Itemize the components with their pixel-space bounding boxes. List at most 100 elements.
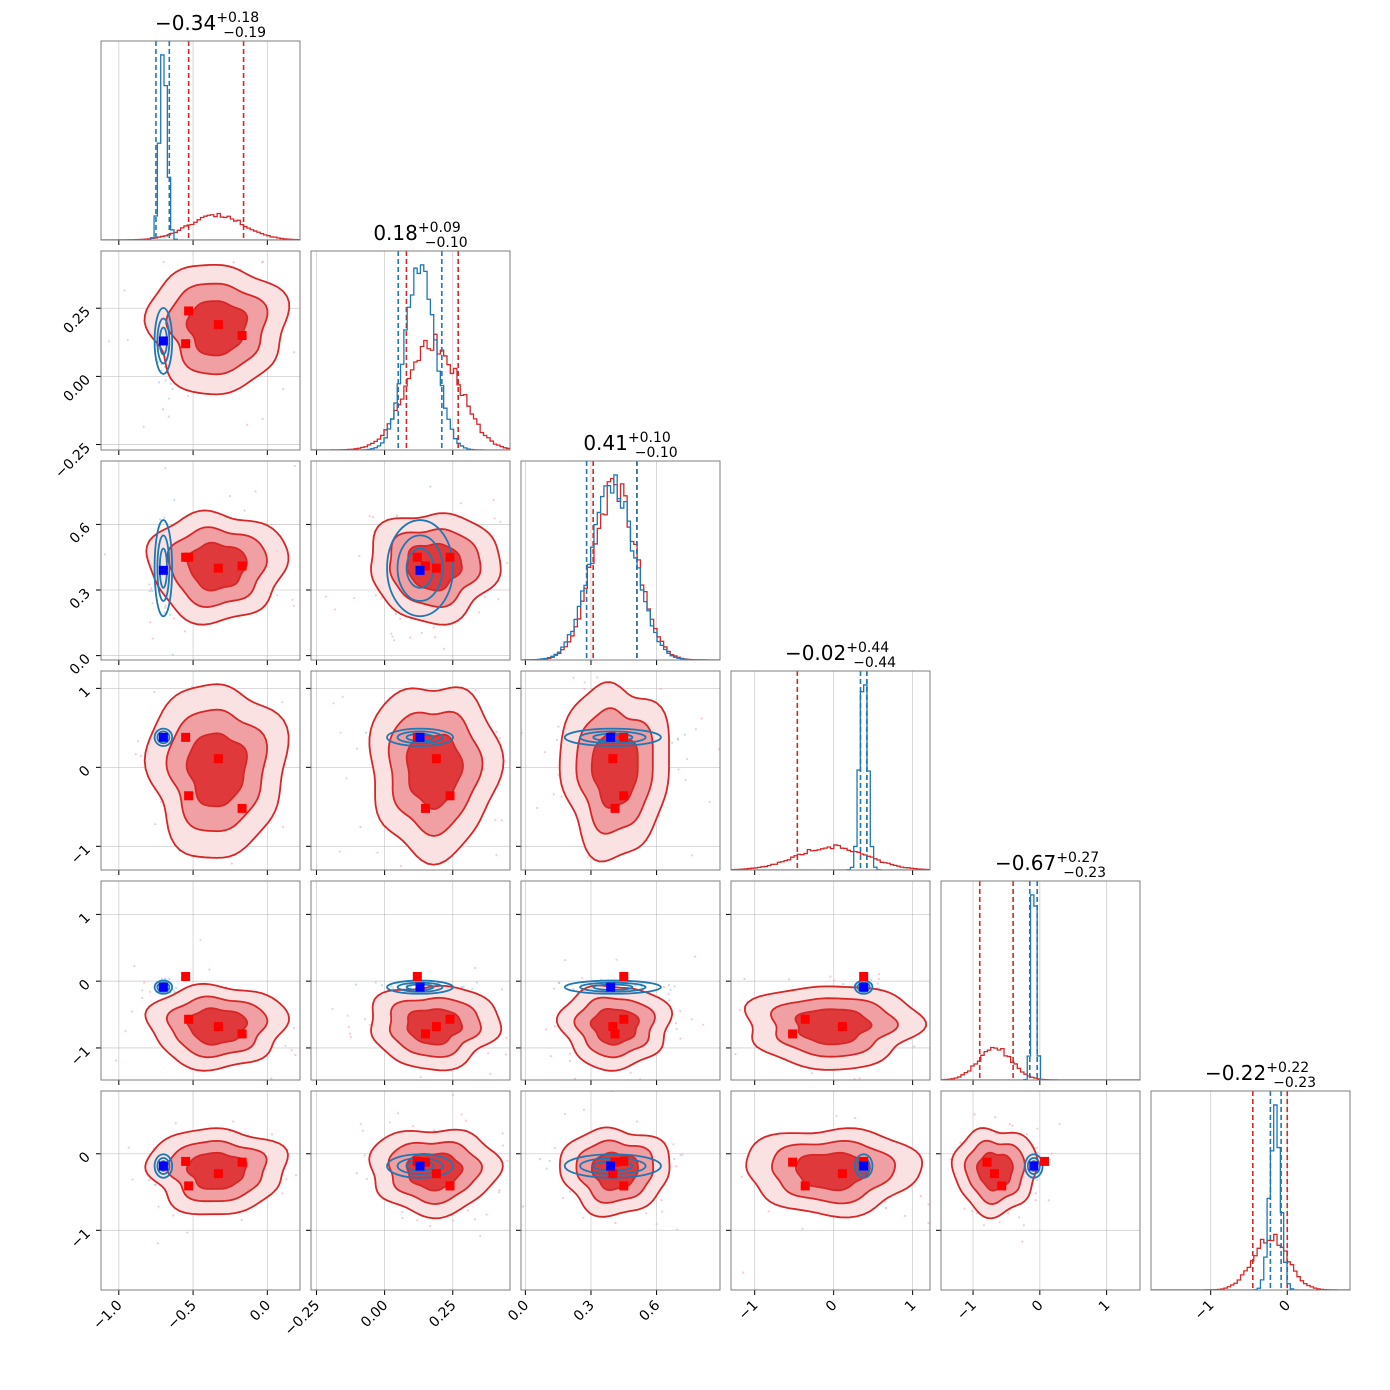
sample-point — [672, 1143, 675, 1146]
marker-series-1 — [213, 754, 223, 764]
sample-point — [460, 1113, 463, 1116]
sample-point — [469, 935, 471, 937]
histogram-series-2 — [731, 684, 930, 870]
panel-frame — [310, 460, 511, 661]
sample-point — [327, 791, 329, 793]
panel-frame — [310, 1090, 511, 1291]
sample-point — [103, 553, 106, 556]
title-minus: −0.23 — [1063, 865, 1106, 881]
sample-point — [679, 1154, 682, 1157]
sample-point — [240, 1218, 243, 1222]
sample-point — [281, 388, 285, 391]
sample-point — [676, 738, 679, 741]
sample-point — [409, 636, 412, 639]
marker-series-1 — [237, 1029, 247, 1039]
sample-point — [681, 660, 683, 662]
sample-point — [702, 1023, 705, 1026]
sample-point — [130, 1010, 134, 1013]
sample-point — [388, 1121, 391, 1124]
marker-series-1 — [445, 791, 455, 801]
sample-point — [505, 1036, 508, 1039]
histogram-series-1 — [731, 844, 930, 870]
histogram-series-1 — [941, 1046, 1140, 1080]
sample-point — [884, 1207, 888, 1210]
sample-point — [877, 973, 880, 976]
sample-point — [358, 554, 361, 558]
sample-point — [635, 946, 637, 948]
sample-point — [391, 635, 394, 638]
contour-series-2-level-2 — [156, 1157, 171, 1175]
scatter-panel-6-1 — [96, 1090, 301, 1295]
sample-point — [553, 987, 556, 990]
sample-point — [172, 988, 175, 992]
title-minus: −0.44 — [853, 655, 896, 671]
sample-point — [801, 1227, 804, 1230]
sample-point — [963, 1207, 966, 1210]
sample-point — [160, 977, 163, 980]
sample-point — [521, 1205, 525, 1208]
panel-frame — [310, 250, 511, 451]
sample-point — [158, 518, 162, 521]
sample-point — [199, 938, 202, 942]
sample-point — [662, 985, 666, 989]
sample-point — [853, 1077, 856, 1080]
sample-point — [504, 1053, 508, 1056]
sample-point — [475, 981, 478, 984]
histogram-series-1 — [311, 333, 510, 450]
y-tick-label-2: −0.25 — [52, 440, 94, 482]
marker-series-1 — [445, 1181, 455, 1191]
sample-point — [174, 1122, 177, 1125]
marker-series-1 — [445, 1014, 455, 1024]
contour-series-1-level-3 — [794, 1008, 873, 1046]
sample-point — [973, 1113, 976, 1116]
sample-point — [175, 986, 178, 990]
sample-point — [397, 1112, 400, 1115]
x-tick-label-1: −1.0 — [90, 1298, 125, 1333]
sample-point — [913, 1045, 916, 1048]
sample-point — [549, 1055, 553, 1058]
panel-title-4: −0.02+0.44 −0.44 — [785, 640, 896, 671]
marker-series-1 — [237, 803, 247, 813]
sample-point — [154, 1183, 157, 1187]
sample-point — [683, 733, 686, 736]
panel-area — [545, 955, 705, 1080]
sample-point — [154, 823, 157, 826]
sample-point — [660, 1198, 663, 1202]
sample-point — [124, 1029, 127, 1033]
title-median: 0.41 — [583, 431, 628, 455]
sample-point — [107, 340, 111, 343]
sample-point — [395, 514, 399, 517]
contour-series-2-level-1 — [153, 519, 174, 618]
sample-point — [615, 958, 618, 961]
sample-point — [131, 1178, 134, 1181]
contour-series-2-level-1 — [153, 1153, 174, 1179]
marker-series-1 — [181, 971, 191, 981]
title-plus: +0.10 — [628, 430, 671, 446]
sample-point — [471, 987, 474, 990]
marker-series-1 — [837, 1022, 847, 1032]
sample-point — [949, 1158, 952, 1161]
sample-point — [552, 793, 555, 796]
sample-point — [148, 621, 152, 624]
marker-series-1 — [237, 561, 247, 571]
x-tick-label-4: 1 — [902, 1298, 920, 1316]
scatter-panel-3-2 — [306, 460, 511, 665]
marker-series-1 — [184, 1014, 194, 1024]
y-tick-label-4: 1 — [76, 684, 94, 702]
sample-point — [1035, 1146, 1039, 1149]
marker-series-2 — [1029, 1161, 1039, 1171]
sample-point — [483, 595, 486, 598]
sample-point — [432, 626, 435, 629]
sample-point — [700, 717, 703, 720]
sample-point — [629, 1071, 632, 1074]
marker-series-1 — [184, 306, 194, 316]
marker-series-1 — [610, 803, 620, 813]
marker-series-2 — [415, 732, 425, 742]
sample-point — [292, 604, 295, 607]
sample-point — [829, 975, 832, 978]
sample-point — [341, 663, 343, 665]
sample-point — [708, 801, 711, 804]
sample-point — [228, 495, 231, 498]
sample-point — [548, 1159, 551, 1162]
marker-series-1 — [184, 1181, 194, 1191]
